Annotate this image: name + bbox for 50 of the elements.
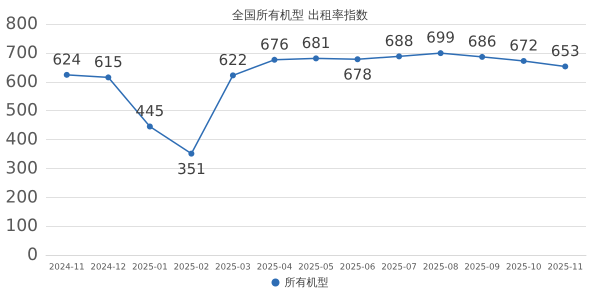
data-label: 678 <box>343 66 372 84</box>
data-label: 445 <box>136 102 164 120</box>
data-label: 686 <box>468 32 496 50</box>
data-label: 653 <box>550 42 580 60</box>
data-label: 699 <box>426 28 455 47</box>
y-tick-label: 500 <box>6 100 38 121</box>
x-tick-label: 2025-02 <box>174 262 210 272</box>
x-tick-label: 2025-09 <box>464 262 500 272</box>
point <box>562 63 568 70</box>
point <box>313 55 319 62</box>
data-label: 676 <box>260 35 289 54</box>
point <box>188 150 194 157</box>
point <box>438 50 444 56</box>
y-tick-label: 0 <box>27 245 38 265</box>
x-tick-label: 2025-03 <box>215 262 251 272</box>
y-tick-label: 300 <box>6 158 38 178</box>
x-tick-label: 2025-01 <box>132 262 168 272</box>
point <box>520 58 527 64</box>
y-tick-label: 600 <box>6 72 38 92</box>
y-tick-label: 200 <box>6 187 38 208</box>
data-label: 622 <box>218 50 248 69</box>
x-tick-label: 2025-06 <box>340 262 376 272</box>
x-tick-label: 2024-12 <box>90 262 126 272</box>
point <box>105 74 112 80</box>
y-tick-label: 100 <box>6 216 38 236</box>
point <box>64 72 70 78</box>
data-label: 615 <box>94 52 123 71</box>
y-tick-label: 400 <box>6 130 38 150</box>
x-tick-label: 2025-05 <box>298 262 334 272</box>
data-label: 681 <box>302 34 330 52</box>
x-tick-label: 2025-11 <box>547 262 583 272</box>
data-label: 688 <box>384 32 414 50</box>
x-tick-label: 2025-08 <box>422 262 458 272</box>
x-tick-label: 2024-11 <box>49 262 85 272</box>
point <box>146 124 153 130</box>
data-label: 351 <box>177 160 206 178</box>
point <box>396 53 402 60</box>
y-tick-label: 800 <box>6 14 38 34</box>
data-label: 624 <box>52 50 82 68</box>
point <box>271 56 278 63</box>
x-tick-label: 2025-07 <box>381 262 417 272</box>
legend-label: 所有机型 <box>284 276 328 289</box>
data-label: 672 <box>509 36 538 54</box>
x-tick-label: 2025-10 <box>506 262 542 272</box>
y-tick-label: 700 <box>6 42 38 63</box>
point <box>479 54 486 60</box>
x-tick-label: 2025-04 <box>256 262 292 272</box>
point <box>354 56 361 62</box>
chart-title: 全国所有机型 出租率指数 <box>232 8 368 22</box>
point <box>230 72 236 78</box>
